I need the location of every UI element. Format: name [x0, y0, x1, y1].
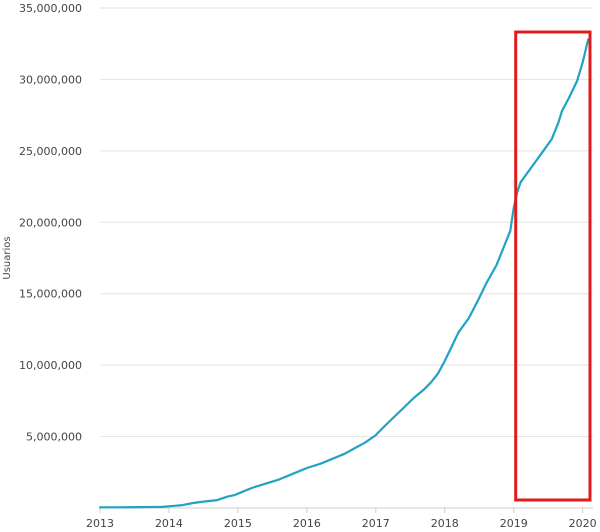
- x-tick-label: 2020: [569, 517, 597, 530]
- series-layer: [98, 38, 590, 509]
- x-tick-label: 2014: [155, 517, 183, 530]
- series-line: [98, 38, 590, 509]
- y-tick-label: 25,000,000: [19, 145, 82, 158]
- y-axis-title: Usuarios: [2, 236, 13, 279]
- x-tick-label: 2018: [431, 517, 459, 530]
- x-tick-label: 2013: [86, 517, 114, 530]
- highlight-layer: [514, 30, 592, 502]
- y-tick-label: 15,000,000: [19, 288, 82, 301]
- axis-layer: 5,000,000 10,000,000 15,000,000 20,000,000 2…: [19, 2, 597, 530]
- y-tick-label: 5,000,000: [26, 431, 82, 444]
- x-tick-label: 2019: [500, 517, 528, 530]
- y-tick-label: 35,000,000: [19, 2, 82, 15]
- y-tick-label: 30,000,000: [19, 73, 82, 86]
- y-tick-label: 10,000,000: [19, 359, 82, 372]
- y-tick-label: 20,000,000: [19, 216, 82, 229]
- x-tick-label: 2017: [362, 517, 390, 530]
- highlight-box: [514, 30, 592, 502]
- x-tick-label: 2016: [293, 517, 321, 530]
- grid-layer: [100, 7, 593, 438]
- x-tick-label: 2015: [224, 517, 252, 530]
